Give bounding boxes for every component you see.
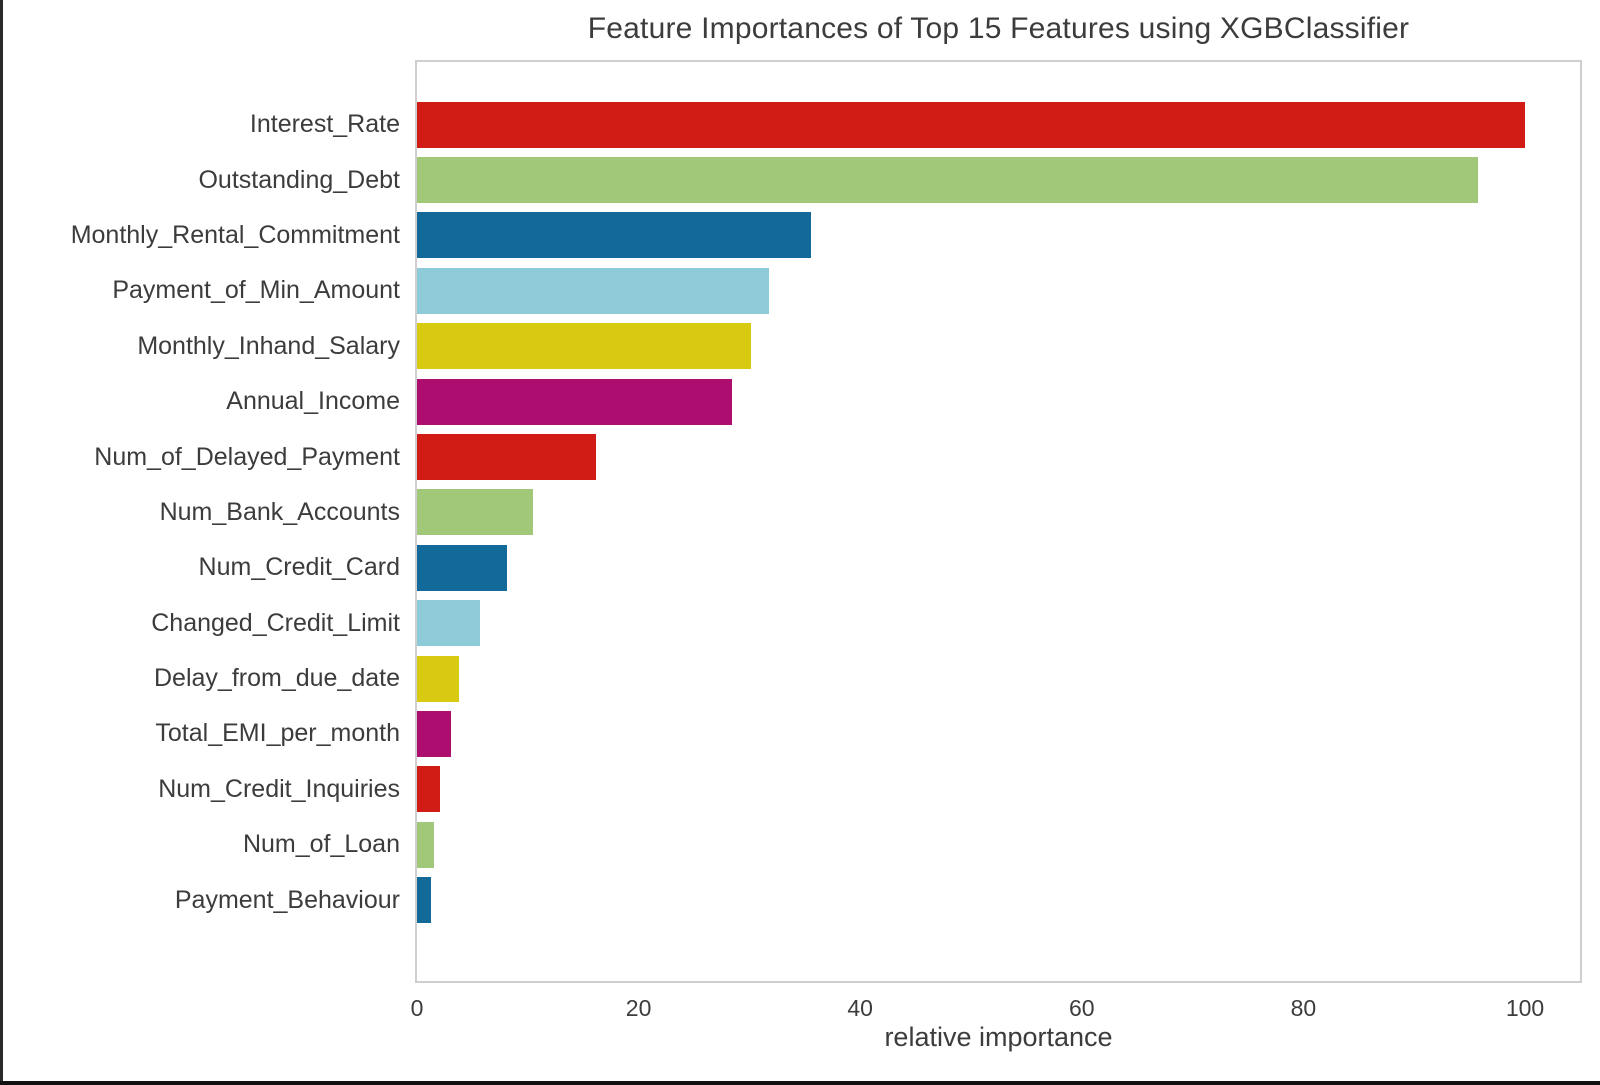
y-tick-feature-label: Monthly_Inhand_Salary <box>137 331 400 360</box>
y-tick-feature-label: Interest_Rate <box>249 110 400 139</box>
bar-row: Outstanding_Debt <box>0 152 1525 207</box>
x-axis-tick: 40 <box>847 995 873 1021</box>
y-tick-feature-label: Annual_Income <box>226 387 400 416</box>
importance-bar <box>417 267 770 314</box>
y-tick-feature-label: Num_of_Delayed_Payment <box>94 442 400 471</box>
x-axis-tick: 80 <box>1290 995 1317 1021</box>
y-tick-feature-label: Outstanding_Debt <box>198 165 400 194</box>
importance-bar <box>417 101 1525 148</box>
y-tick-feature-label: Num_Credit_Inquiries <box>158 774 400 803</box>
y-tick-feature-label: Monthly_Rental_Commitment <box>70 220 400 249</box>
importance-bar <box>417 821 434 868</box>
y-tick-feature-label: Payment_Behaviour <box>174 885 400 914</box>
y-tick-feature-label: Delay_from_due_date <box>154 664 400 693</box>
bar-row: Changed_Credit_Limit <box>0 596 1525 651</box>
x-axis-tick: 20 <box>625 995 652 1021</box>
bar-row: Num_of_Loan <box>0 817 1525 872</box>
importance-bar <box>417 378 732 425</box>
y-tick-feature-label: Num_of_Loan <box>242 830 400 859</box>
importance-bar <box>417 434 597 481</box>
bar-row: Monthly_Rental_Commitment <box>0 208 1525 263</box>
bar-row: Interest_Rate <box>0 97 1525 152</box>
bottom-frame-edge <box>0 1081 1600 1085</box>
importance-bar <box>417 489 534 536</box>
bar-row: Delay_from_due_date <box>0 651 1525 706</box>
y-tick-feature-label: Total_EMI_per_month <box>155 719 400 748</box>
x-axis-label: relative importance <box>884 1022 1113 1052</box>
importance-bar <box>417 655 460 702</box>
importance-bar <box>417 157 1479 204</box>
bar-row: Payment_Behaviour <box>0 872 1525 927</box>
importance-bar <box>417 710 452 757</box>
x-axis-tick: 60 <box>1069 995 1095 1021</box>
bar-row: Num_of_Delayed_Payment <box>0 429 1525 484</box>
left-frame-edge <box>0 0 3 1085</box>
importance-bar <box>417 544 507 591</box>
bar-row: Total_EMI_per_month <box>0 706 1525 761</box>
y-tick-feature-label: Num_Bank_Accounts <box>159 497 400 526</box>
y-tick-feature-label: Num_Credit_Card <box>198 553 400 582</box>
bar-row: Num_Credit_Inquiries <box>0 762 1525 817</box>
y-tick-feature-label: Changed_Credit_Limit <box>151 608 400 637</box>
y-tick-feature-label: Payment_of_Min_Amount <box>112 276 400 305</box>
bar-row: Num_Bank_Accounts <box>0 485 1525 540</box>
x-axis-tick: 100 <box>1505 995 1545 1021</box>
importance-bar <box>417 877 432 924</box>
importance-bar <box>417 766 441 813</box>
bar-row: Payment_of_Min_Amount <box>0 263 1525 318</box>
chart-title: Feature Importances of Top 15 Features u… <box>587 12 1410 45</box>
importance-bar <box>417 212 812 259</box>
bar-row: Monthly_Inhand_Salary <box>0 319 1525 374</box>
bar-rows-container: Interest_Rate Outstanding_Debt Monthly_Ren… <box>0 60 1525 928</box>
bar-row: Annual_Income <box>0 374 1525 429</box>
x-axis-tick: 0 <box>410 995 424 1021</box>
importance-bar <box>417 323 751 370</box>
bar-row: Num_Credit_Card <box>0 540 1525 595</box>
importance-bar <box>417 600 481 647</box>
